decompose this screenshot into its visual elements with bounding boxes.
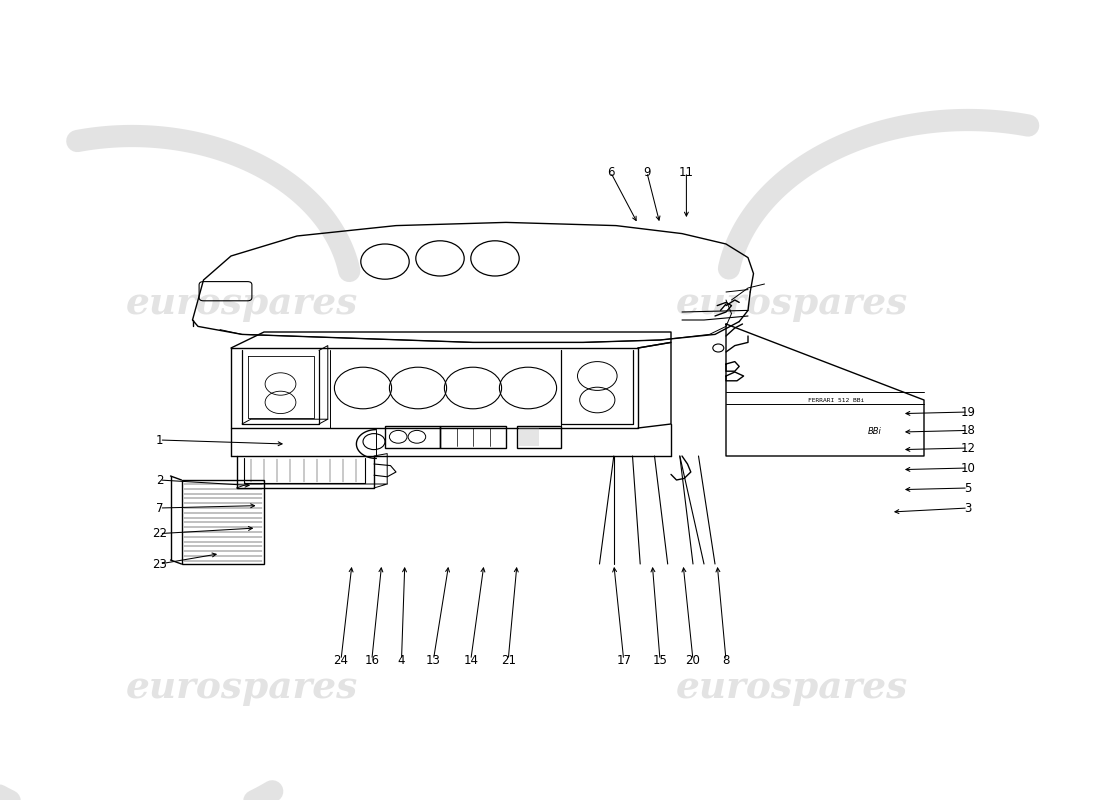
Bar [182,480,264,564]
Text: 23: 23 [152,558,167,570]
Text: 3: 3 [965,502,971,514]
Text: 16: 16 [364,654,380,666]
Text: 18: 18 [960,424,976,437]
Text: 22: 22 [152,527,167,540]
Bar [385,426,440,448]
Text: 19: 19 [960,406,976,418]
Text: 10: 10 [960,462,976,474]
Text: BBi: BBi [868,427,881,437]
Text: 21: 21 [500,654,516,666]
Bar [440,426,506,448]
Text: 24: 24 [333,654,349,666]
Text: 1: 1 [156,434,163,446]
Text: 11: 11 [679,166,694,178]
Text: eurospares: eurospares [675,286,909,322]
Bar [517,426,561,448]
Text: 2: 2 [156,474,163,486]
Text: 13: 13 [426,654,441,666]
Text: eurospares: eurospares [125,286,359,322]
Text: 20: 20 [685,654,701,666]
Text: 15: 15 [652,654,668,666]
Text: 6: 6 [607,166,614,178]
Text: 7: 7 [156,502,163,514]
Text: 12: 12 [960,442,976,454]
Text: eurospares: eurospares [125,670,359,706]
Text: 8: 8 [723,654,729,666]
Text: eurospares: eurospares [675,670,909,706]
Text: 9: 9 [644,166,650,178]
Bar [519,427,539,446]
Text: 14: 14 [463,654,478,666]
Text: 5: 5 [965,482,971,494]
Text: FERRARI 512 BBi: FERRARI 512 BBi [807,398,865,402]
Text: 4: 4 [398,654,405,666]
Text: 17: 17 [616,654,631,666]
